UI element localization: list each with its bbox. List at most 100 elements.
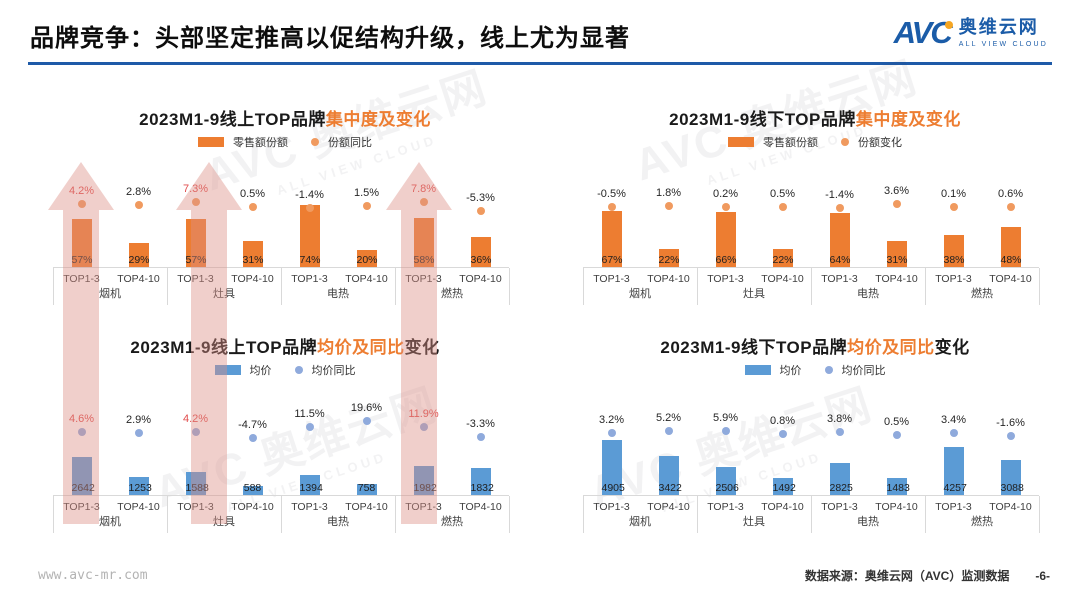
subcategory-label: TOP4-10 xyxy=(345,273,388,285)
dot-value-label: 3.8% xyxy=(826,413,853,426)
legend-dot-label: 份额同比 xyxy=(328,137,372,149)
dot-marker-电热-TOP4-10 xyxy=(362,201,371,210)
dot-marker-电热-TOP4-10 xyxy=(892,430,901,439)
bar-燃热-TOP1-3: 1982 xyxy=(413,466,437,495)
legend-bar-swatch xyxy=(198,137,224,147)
dot-value-label: 0.5% xyxy=(883,415,910,428)
dot-marker-燃热-TOP4-10 xyxy=(1006,202,1015,211)
axis-subcategory-row: TOP1-3 TOP4-10 TOP1-3 TOP4-10 TOP1-3 TOP4-10 T… xyxy=(53,271,509,287)
bar-燃热-TOP4-10: 48% xyxy=(1000,226,1022,267)
avc-logo-tagline: ALL VIEW CLOUD xyxy=(958,40,1048,48)
bar-电热-TOP4-10: 20% xyxy=(356,250,378,267)
bar-value-label: 31% xyxy=(886,254,908,266)
dot-value-label: 0.2% xyxy=(712,187,739,200)
bar-value-label: 74% xyxy=(299,254,321,266)
bar-电热-TOP1-3: 74% xyxy=(299,204,321,267)
chart-title-highlight: 均价及同比 xyxy=(847,338,935,357)
dot-value-label: 3.6% xyxy=(883,185,910,198)
chart-online-avg-price: 2023M1-9线上TOP品牌均价及同比变化 均价 均价同比 2642 4.6% 12… xyxy=(40,328,530,533)
bar-value-label: 22% xyxy=(658,254,680,266)
dot-value-label: 11.9% xyxy=(408,407,439,420)
chart-title-highlight: 集中度及变化 xyxy=(855,110,961,129)
avc-logo: AVC 奥维云网 ALL VIEW CLOUD xyxy=(894,16,1048,50)
dot-marker-烟机-TOP1-3 xyxy=(77,200,86,209)
dot-marker-灶具-TOP1-3 xyxy=(191,197,200,206)
bar-value-label: 29% xyxy=(128,254,150,266)
dot-marker-电热-TOP4-10 xyxy=(362,417,371,426)
subcategory-label: TOP4-10 xyxy=(989,501,1032,513)
subcategory-label: TOP4-10 xyxy=(231,501,274,513)
axis-tick xyxy=(395,268,396,305)
subcategory-label: TOP1-3 xyxy=(707,501,744,513)
bar-电热-TOP4-10: 31% xyxy=(886,240,908,267)
chart-title-text: 2023M1-9线上TOP品牌 xyxy=(139,110,326,129)
chart-plot: 67% -0.5% 22% 1.8% 66% 0.2% 22% 0.5% 64% -1.4% 31%… xyxy=(583,171,1040,305)
dot-value-label: 0.1% xyxy=(940,187,967,200)
subcategory-label: TOP1-3 xyxy=(291,501,328,513)
axis-tick xyxy=(697,268,698,305)
axis-tick xyxy=(53,496,54,533)
axis-category-row: 烟机 灶具 电热 燃热 xyxy=(583,515,1039,530)
subcategory-label: TOP1-3 xyxy=(63,501,100,513)
category-label: 灶具 xyxy=(743,288,765,300)
avc-logo-dot-icon xyxy=(944,21,953,29)
dot-marker-灶具-TOP4-10 xyxy=(778,202,787,211)
bar-烟机-TOP4-10: 3422 xyxy=(658,456,682,495)
dot-value-label: 1.8% xyxy=(655,186,682,199)
subcategory-label: TOP4-10 xyxy=(345,501,388,513)
bar-value-label: 3088 xyxy=(1000,482,1024,494)
dot-value-label: 0.8% xyxy=(769,415,796,428)
dot-value-label: 3.4% xyxy=(940,413,967,426)
dot-marker-烟机-TOP1-3 xyxy=(607,428,616,437)
subcategory-label: TOP1-3 xyxy=(821,273,858,285)
chart-title: 2023M1-9线下TOP品牌均价及同比变化 xyxy=(570,336,1060,360)
dot-value-label: -0.5% xyxy=(597,188,626,201)
axis-category-row: 烟机 灶具 电热 燃热 xyxy=(583,287,1039,302)
bar-value-label: 1588 xyxy=(185,482,209,494)
page-title: 品牌竞争：头部坚定推高以促结构升级，线上尤为显著 xyxy=(30,25,630,52)
axis-tick xyxy=(583,496,584,533)
bar-value-label: 22% xyxy=(772,254,794,266)
bar-烟机-TOP1-3: 67% xyxy=(601,210,623,267)
subcategory-label: TOP4-10 xyxy=(647,273,690,285)
chart-plot: 2642 4.6% 1253 2.9% 1588 4.2% 588 -4.7% 1394 11.5… xyxy=(53,399,510,533)
category-label: 烟机 xyxy=(99,516,121,528)
bar-value-label: 38% xyxy=(943,254,965,266)
bar-电热-TOP4-10: 758 xyxy=(356,482,377,495)
chart-title-text: 变化 xyxy=(934,338,970,357)
bar-value-label: 1483 xyxy=(886,482,910,494)
dot-marker-烟机-TOP1-3 xyxy=(77,427,86,436)
category-label: 灶具 xyxy=(213,288,235,300)
bar-灶具-TOP1-3: 1588 xyxy=(185,471,209,495)
dot-marker-灶具-TOP4-10 xyxy=(248,434,257,443)
legend-bar-label: 零售额份额 xyxy=(233,137,288,149)
bar-燃热-TOP1-3: 58% xyxy=(413,218,435,267)
bar-灶具-TOP1-3: 2506 xyxy=(715,466,739,495)
chart-title: 2023M1-9线上TOP品牌均价及同比变化 xyxy=(40,336,530,360)
bar-value-label: 2825 xyxy=(829,482,853,494)
bar-value-label: 67% xyxy=(601,254,623,266)
bar-value-label: 31% xyxy=(242,254,264,266)
dot-value-label: -5.3% xyxy=(466,191,495,204)
bar-灶具-TOP1-3: 57% xyxy=(185,219,207,267)
bar-烟机-TOP1-3: 57% xyxy=(71,219,93,267)
dot-marker-灶具-TOP4-10 xyxy=(778,430,787,439)
bar-灶具-TOP4-10: 22% xyxy=(772,248,794,267)
legend-dot-swatch xyxy=(841,138,849,146)
dot-value-label: 7.3% xyxy=(182,182,209,195)
dot-value-label: -1.4% xyxy=(295,188,324,201)
axis-category-row: 烟机 灶具 电热 燃热 xyxy=(53,287,509,302)
subcategory-label: TOP4-10 xyxy=(459,501,502,513)
dot-value-label: 19.6% xyxy=(350,402,383,415)
subcategory-label: TOP4-10 xyxy=(761,501,804,513)
bar-value-label: 1253 xyxy=(128,482,152,494)
chart-plot: 4905 3.2% 3422 5.2% 2506 5.9% 1492 0.8% 2825 3.8%… xyxy=(583,399,1040,533)
dot-marker-电热-TOP1-3 xyxy=(305,422,314,431)
chart-offline-concentration: 2023M1-9线下TOP品牌集中度及变化 零售额份额 份额变化 67% -0.5%… xyxy=(570,100,1060,305)
legend-bar-swatch xyxy=(214,365,241,375)
bar-燃热-TOP1-3: 38% xyxy=(943,235,965,267)
bar-value-label: 2506 xyxy=(715,482,739,494)
dot-marker-电热-TOP1-3 xyxy=(835,428,844,437)
dot-value-label: 0.5% xyxy=(239,187,266,200)
